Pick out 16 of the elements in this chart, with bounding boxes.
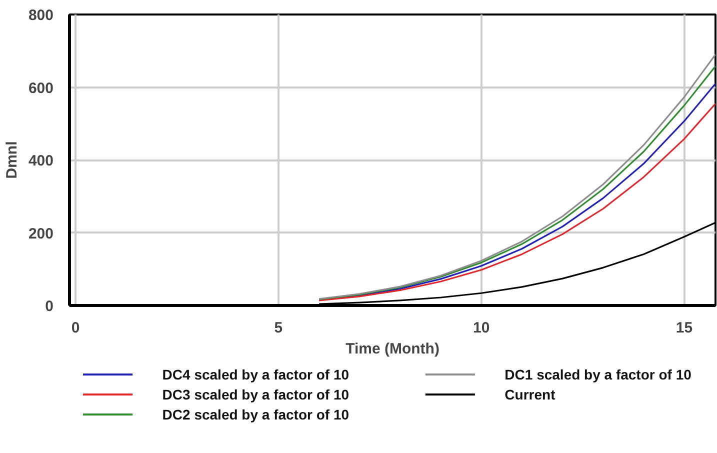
y-axis-title: Dmnl <box>3 141 20 179</box>
x-tick-label: 0 <box>71 320 80 336</box>
y-tick-label: 600 <box>28 80 54 97</box>
y-tick-label: 400 <box>28 152 54 170</box>
x-tick-label: 15 <box>676 320 693 336</box>
y-tick-label: 200 <box>28 225 54 242</box>
y-tick-label: 0 <box>45 298 54 315</box>
x-tick-label: 10 <box>473 320 490 336</box>
y-tick-label: 800 <box>28 7 54 24</box>
legend-label: Current <box>504 386 556 402</box>
x-axis-title: Time (Month) <box>346 340 440 358</box>
legend-label: DC1 scaled by a factor of 10 <box>504 366 692 382</box>
legend-label: DC4 scaled by a factor of 10 <box>162 366 350 382</box>
legend-label: DC2 scaled by a factor of 10 <box>162 406 350 422</box>
x-tick-label: 5 <box>274 320 283 336</box>
legend-label: DC3 scaled by a factor of 10 <box>162 386 350 402</box>
